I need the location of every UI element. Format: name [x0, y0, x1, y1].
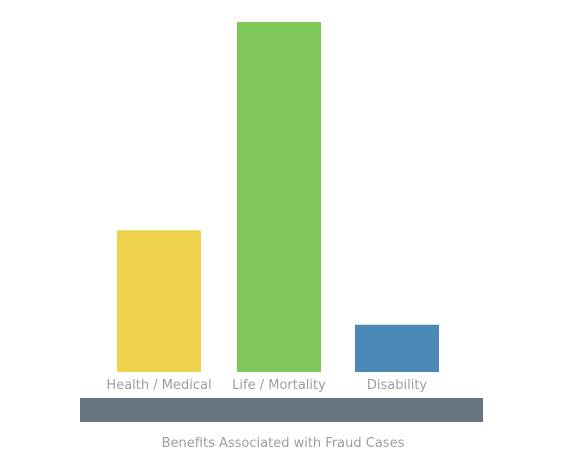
baseline-bar: [80, 398, 483, 422]
bar-life-mortality: [237, 22, 321, 372]
bar-health-medical: [117, 230, 201, 372]
category-labels-group: Health / Medical Life / Mortality Disabili…: [106, 378, 427, 393]
category-label-health-medical: Health / Medical: [106, 378, 211, 393]
bar-disability: [355, 324, 439, 372]
category-label-disability: Disability: [367, 378, 428, 393]
bars-group: [117, 22, 439, 372]
chart-title: Benefits Associated with Fraud Cases: [162, 436, 405, 451]
category-label-life-mortality: Life / Mortality: [232, 378, 326, 393]
